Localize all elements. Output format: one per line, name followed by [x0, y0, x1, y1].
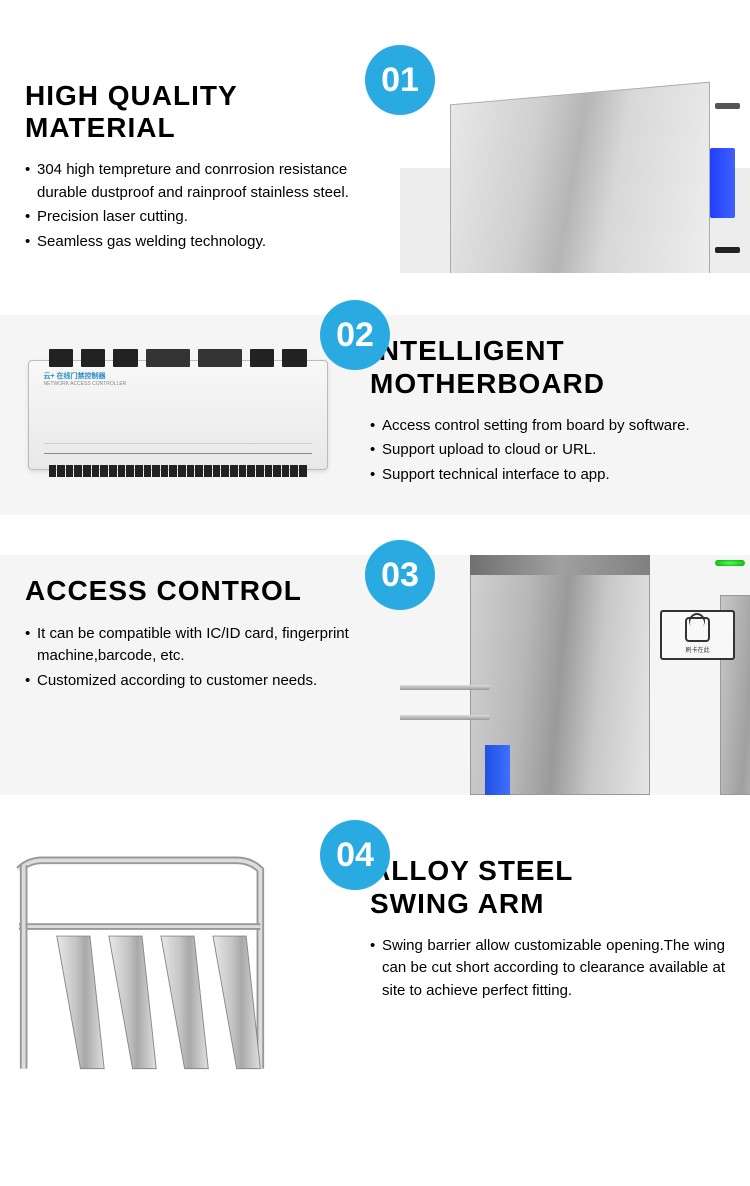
feature-image-01: 01	[400, 60, 750, 275]
feature-text-04: ALLOY STEEL SWING ARM Swing barrier allo…	[355, 835, 750, 1075]
feature-text-01: HIGH QUALITY MATERIAL 304 high tempretur…	[0, 60, 400, 275]
bullet-item: Swing barrier allow customizable opening…	[370, 935, 725, 1003]
bullet-item: Access control setting from board by sof…	[370, 415, 725, 438]
feature-section-02: 02 云+ 在线门禁控制器 NETWORK ACCESS CONTROLLER	[0, 315, 750, 515]
badge-01: 01	[365, 45, 435, 115]
feature-bullets-01: 304 high tempreture and conrrosion resis…	[25, 159, 375, 253]
board-label-cn: 云+ 在线门禁控制器	[44, 371, 127, 381]
title-line: SWING ARM	[370, 888, 544, 919]
feature-section-01: HIGH QUALITY MATERIAL 304 high tempretur…	[0, 60, 750, 275]
feature-bullets-03: It can be compatible with IC/ID card, fi…	[25, 623, 375, 693]
title-line: INTELLIGENT	[370, 335, 565, 366]
feature-bullets-04: Swing barrier allow customizable opening…	[370, 935, 725, 1003]
feature-section-03: ACCESS CONTROL It can be compatible with…	[0, 555, 750, 795]
feature-title-01: HIGH QUALITY MATERIAL	[25, 80, 375, 144]
title-line: HIGH QUALITY	[25, 80, 238, 111]
badge-03: 03	[365, 540, 435, 610]
feature-image-04: 04	[0, 835, 355, 1075]
feature-text-02: INTELLIGENT MOTHERBOARD Access control s…	[355, 315, 750, 515]
feature-section-04: 04	[0, 835, 750, 1075]
badge-02: 02	[320, 300, 390, 370]
card-reader-icon: 刷卡在此	[660, 610, 735, 660]
feature-title-02: INTELLIGENT MOTHERBOARD	[370, 335, 725, 399]
turnstile-image: 刷卡在此	[400, 555, 750, 795]
bullet-item: Support upload to cloud or URL.	[370, 439, 725, 462]
bullet-item: 304 high tempreture and conrrosion resis…	[25, 159, 375, 204]
feature-title-03: ACCESS CONTROL	[25, 575, 375, 607]
feature-text-03: ACCESS CONTROL It can be compatible with…	[0, 555, 400, 795]
feature-image-02: 02 云+ 在线门禁控制器 NETWORK ACCESS CONTROLLER	[0, 315, 355, 515]
title-line: MATERIAL	[25, 112, 176, 143]
board-label-en: NETWORK ACCESS CONTROLLER	[44, 381, 127, 387]
swing-arm-image	[0, 835, 355, 1075]
motherboard-image: 云+ 在线门禁控制器 NETWORK ACCESS CONTROLLER	[0, 315, 355, 515]
title-line: ALLOY STEEL	[370, 855, 573, 886]
bullet-item: Seamless gas welding technology.	[25, 231, 375, 254]
bullet-item: Precision laser cutting.	[25, 206, 375, 229]
badge-04: 04	[320, 820, 390, 890]
feature-image-03: 03 刷卡在此	[400, 555, 750, 795]
bullet-item: Support technical interface to app.	[370, 464, 725, 487]
green-indicator-icon	[715, 560, 745, 566]
stainless-cabinet-image	[400, 63, 750, 273]
feature-bullets-02: Access control setting from board by sof…	[370, 415, 725, 487]
feature-title-04: ALLOY STEEL SWING ARM	[370, 855, 725, 919]
title-line: MOTHERBOARD	[370, 368, 605, 399]
bullet-item: It can be compatible with IC/ID card, fi…	[25, 623, 375, 668]
reader-label: 刷卡在此	[685, 645, 709, 654]
bullet-item: Customized according to customer needs.	[25, 670, 375, 693]
